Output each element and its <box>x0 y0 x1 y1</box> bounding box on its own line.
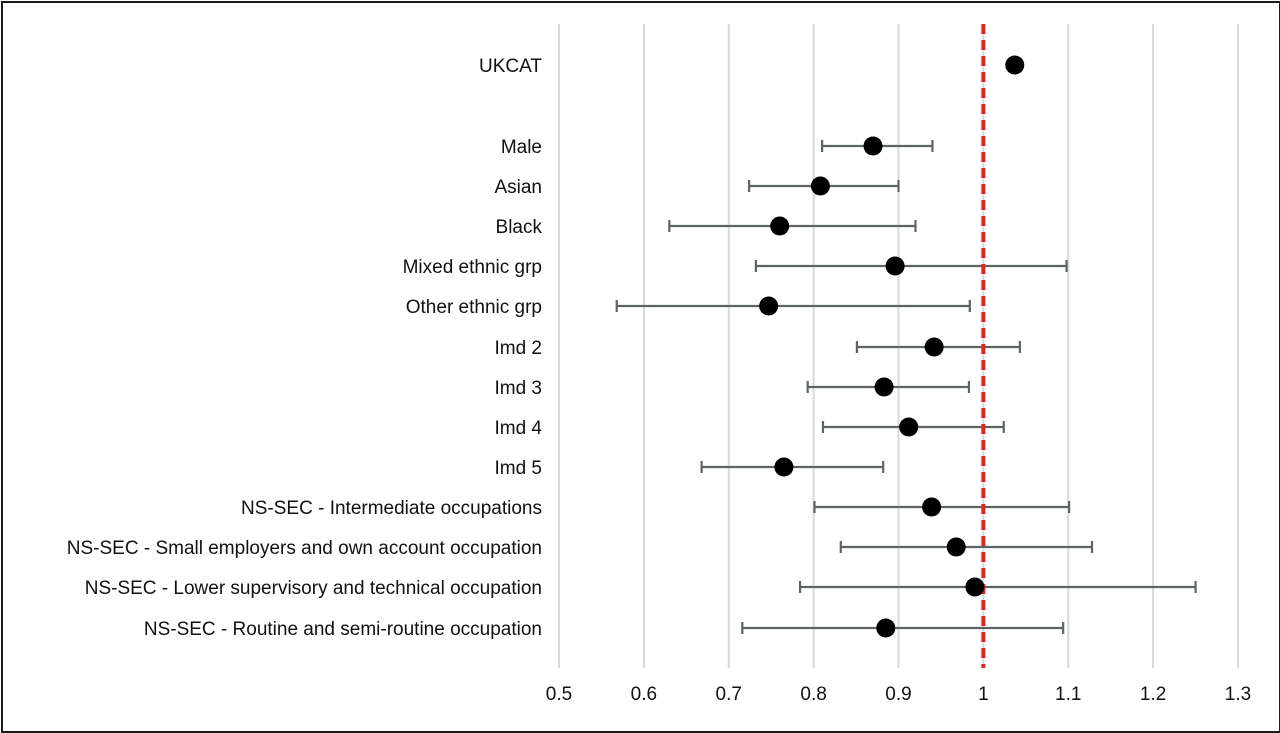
point-estimate <box>922 497 942 517</box>
x-tick-label: 1 <box>978 684 989 705</box>
row-label: Imd 5 <box>494 458 542 479</box>
row-label: NS-SEC - Small employers and own account… <box>67 538 542 559</box>
row-label: Male <box>501 137 542 158</box>
x-tick-label: 0.8 <box>800 684 826 705</box>
point-estimate <box>810 176 830 196</box>
x-tick-label: 1.3 <box>1225 684 1251 705</box>
x-tick-label: 0.7 <box>716 684 742 705</box>
row-label: Black <box>496 217 543 238</box>
point-estimate <box>899 417 919 437</box>
point-estimate <box>946 537 966 557</box>
x-tick-label: 0.6 <box>631 684 657 705</box>
row-label: UKCAT <box>479 56 542 77</box>
point-estimate <box>774 457 794 477</box>
row-label: NS-SEC - Routine and semi-routine occupa… <box>144 619 542 640</box>
x-tick-label: 1.2 <box>1140 684 1166 705</box>
x-tick-label: 0.9 <box>885 684 911 705</box>
row-label: NS-SEC - Intermediate occupations <box>241 498 542 519</box>
row-label: Asian <box>494 177 542 198</box>
row-label: Mixed ethnic grp <box>403 257 542 278</box>
point-estimate <box>924 337 944 357</box>
row-label: Imd 2 <box>494 338 542 359</box>
row-label: Imd 4 <box>494 418 542 439</box>
point-estimate <box>965 577 985 597</box>
point-estimate <box>770 216 790 236</box>
x-tick-label: 0.5 <box>546 684 572 705</box>
point-estimate <box>1005 55 1025 75</box>
point-estimate <box>863 136 883 156</box>
point-estimate <box>759 296 779 316</box>
point-estimate <box>874 377 894 397</box>
point-estimate <box>885 256 905 276</box>
row-label: Other ethnic grp <box>406 297 542 318</box>
row-label: NS-SEC - Lower supervisory and technical… <box>85 578 542 599</box>
x-tick-label: 1.1 <box>1055 684 1081 705</box>
point-estimate <box>876 618 896 638</box>
row-label: Imd 3 <box>494 378 542 399</box>
